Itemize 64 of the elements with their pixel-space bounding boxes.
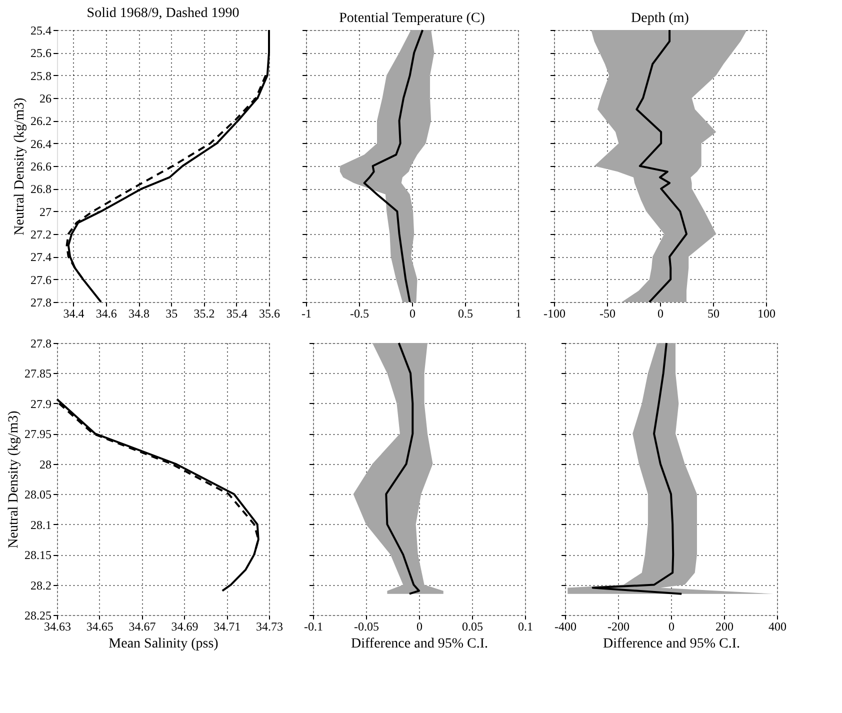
x-axis-title: Difference and 95% C.I.	[351, 636, 488, 652]
chart-title: Solid 1968/9, Dashed 1990	[86, 6, 240, 21]
y-tick-label: 28.05	[24, 488, 52, 502]
x-tick-label: -0.05	[354, 620, 379, 634]
x-tick-label: 34.8	[128, 306, 150, 320]
x-tick-label: 35.6	[259, 306, 280, 320]
y-tick-label: 26.2	[30, 114, 52, 128]
x-tick-label: 1	[516, 306, 522, 320]
x-tick-label: -50	[600, 306, 616, 320]
x-tick-label: 34.63	[44, 620, 71, 634]
chart-title: Potential Temperature (C)	[339, 11, 486, 26]
y-tick-label: 28	[40, 457, 52, 472]
y-tick-label: 27.8	[30, 336, 52, 350]
y-tick-label: 25.4	[30, 24, 52, 38]
x-tick-label: -0.1	[304, 620, 323, 634]
x-tick-label: 0.1	[518, 620, 533, 634]
y-tick-label: 28.1	[30, 518, 52, 532]
x-tick-label: 35.4	[226, 306, 248, 320]
x-tick-label: 0.05	[462, 620, 483, 634]
y-tick-label: 27.85	[24, 366, 52, 381]
x-tick-label: 35.2	[194, 306, 215, 320]
y-tick-label: 27.9	[30, 396, 52, 411]
x-tick-label: 34.71	[214, 620, 241, 634]
x-tick-label: 200	[716, 620, 734, 634]
x-tick-label: -400	[554, 620, 576, 634]
x-tick-label: -0.5	[350, 306, 369, 320]
y-tick-label: 28.2	[30, 578, 52, 592]
x-tick-label: 34.6	[96, 306, 117, 320]
x-tick-label: 34.67	[128, 620, 156, 634]
y-tick-label: 27.2	[30, 228, 52, 242]
x-tick-label: 0.5	[458, 306, 473, 320]
x-axis-title: Difference and 95% C.I.	[603, 636, 740, 652]
y-tick-label: 27.95	[24, 427, 52, 442]
x-tick-label: 50	[708, 306, 720, 320]
y-tick-label: 28.25	[24, 608, 52, 622]
x-tick-label: -200	[608, 620, 630, 634]
y-tick-label: 25.8	[30, 68, 52, 83]
x-axis-title: Mean Salinity (pss)	[108, 636, 219, 652]
x-tick-label: 0	[416, 620, 422, 634]
x-tick-label: 35	[166, 306, 178, 320]
x-tick-label: 0	[668, 620, 674, 634]
y-tick-label: 26.6	[30, 160, 52, 174]
x-tick-label: 34.65	[86, 620, 114, 634]
y-tick-label: 26	[40, 92, 52, 106]
y-tick-label: 27.6	[30, 272, 52, 287]
x-tick-label: 0	[410, 306, 416, 320]
y-tick-label: 28.15	[24, 548, 52, 562]
y-tick-label: 26.4	[30, 136, 52, 151]
x-tick-label: 400	[768, 620, 786, 634]
y-tick-label: 27.4	[30, 250, 52, 264]
x-tick-label: -100	[544, 306, 566, 320]
x-tick-label: 34.69	[171, 620, 198, 634]
y-tick-label: 27	[40, 204, 52, 219]
x-tick-label: 100	[758, 306, 776, 320]
y-axis-title: Neutral Density (kg/m3)	[6, 410, 22, 548]
y-tick-label: 27.8	[30, 296, 52, 310]
chart-title: Depth (m)	[631, 11, 690, 26]
y-tick-label: 25.6	[30, 46, 52, 60]
x-tick-label: 34.73	[256, 620, 283, 634]
x-tick-label: 0	[658, 306, 664, 320]
x-tick-label: -1	[302, 306, 312, 320]
y-axis-title: Neutral Density (kg/m3)	[12, 97, 28, 236]
x-tick-label: 34.4	[63, 306, 84, 320]
y-tick-label: 26.8	[30, 182, 52, 196]
